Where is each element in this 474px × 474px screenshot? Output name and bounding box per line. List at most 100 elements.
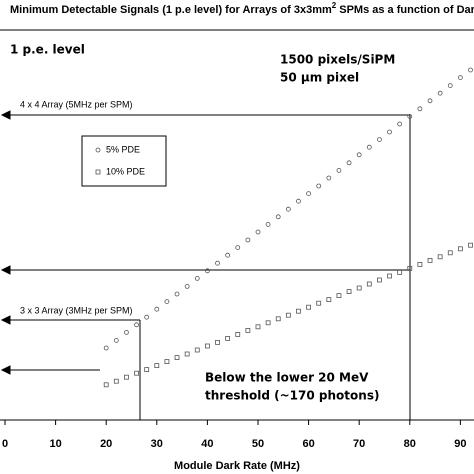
legend-label: 10% PDE bbox=[106, 166, 145, 176]
annotation: 3 x 3 Array (3MHz per SPM) bbox=[20, 305, 133, 315]
data-point bbox=[154, 363, 160, 369]
annotation: 1500 pixels/SiPM bbox=[280, 53, 395, 67]
title-text-end: SPMs as a function of Dark R bbox=[336, 4, 474, 16]
data-point bbox=[124, 374, 129, 380]
data-point bbox=[215, 260, 220, 266]
data-point bbox=[144, 367, 150, 373]
data-point bbox=[184, 283, 190, 289]
annotation: 50 µm pixel bbox=[280, 71, 359, 85]
data-point bbox=[306, 191, 311, 197]
data-point bbox=[174, 355, 180, 361]
data-point bbox=[316, 183, 322, 189]
data-point bbox=[417, 261, 423, 267]
data-point bbox=[134, 322, 139, 328]
data-point bbox=[144, 314, 150, 320]
data-point bbox=[113, 378, 119, 384]
data-point bbox=[377, 137, 382, 143]
data-point bbox=[164, 299, 170, 305]
data-point bbox=[366, 144, 372, 150]
x-tick-label: 90 bbox=[454, 438, 466, 450]
annotation: 1 p.e. level bbox=[10, 43, 85, 57]
data-point bbox=[174, 291, 180, 297]
x-tick-label: 70 bbox=[353, 438, 365, 450]
data-point bbox=[194, 347, 200, 353]
arrow-head bbox=[0, 365, 11, 375]
data-point bbox=[245, 237, 251, 243]
x-tick-label: 0 bbox=[2, 438, 8, 450]
x-tick-label: 60 bbox=[302, 438, 314, 450]
data-point bbox=[275, 214, 281, 220]
data-point bbox=[103, 382, 109, 388]
data-point bbox=[296, 198, 301, 204]
data-point bbox=[255, 229, 261, 235]
legend-marker bbox=[95, 147, 101, 153]
data-point bbox=[437, 254, 443, 260]
x-tick-label: 80 bbox=[404, 438, 416, 450]
data-point bbox=[265, 320, 271, 326]
data-point bbox=[316, 300, 322, 306]
data-point bbox=[113, 337, 119, 343]
guides bbox=[0, 110, 411, 420]
data-point bbox=[194, 275, 200, 281]
data-point bbox=[346, 289, 352, 295]
data-point bbox=[387, 129, 392, 135]
data-point bbox=[407, 114, 413, 119]
data-point bbox=[468, 67, 473, 73]
data-point bbox=[447, 250, 453, 256]
data-point bbox=[346, 160, 352, 166]
x-tick-label: 20 bbox=[100, 438, 112, 450]
data-point bbox=[184, 351, 190, 357]
data-point bbox=[154, 306, 160, 312]
data-point bbox=[204, 268, 210, 274]
data-point bbox=[306, 304, 311, 310]
data-point bbox=[457, 75, 463, 80]
data-point bbox=[326, 297, 332, 303]
arrow-head bbox=[0, 265, 11, 275]
annotation: Below the lower 20 MeV bbox=[205, 371, 369, 385]
title-text: Minimum Detectable Signals (1 p.e level)… bbox=[10, 4, 332, 16]
data-point bbox=[134, 370, 139, 376]
legend-marker bbox=[95, 169, 101, 175]
legend-label: 5% PDE bbox=[106, 144, 140, 154]
data-point bbox=[427, 257, 433, 263]
data-point bbox=[468, 242, 473, 248]
data-point bbox=[245, 327, 251, 333]
data-point bbox=[356, 285, 362, 291]
annotation: threshold (~170 photons) bbox=[205, 389, 379, 403]
data-point bbox=[397, 269, 403, 275]
data-point bbox=[225, 335, 231, 341]
x-tick-label: 30 bbox=[151, 438, 163, 450]
data-point bbox=[407, 265, 413, 271]
data-point bbox=[164, 359, 170, 365]
data-point bbox=[204, 343, 210, 349]
data-point bbox=[285, 206, 291, 212]
data-point bbox=[377, 277, 382, 283]
x-tick-label: 10 bbox=[49, 438, 61, 450]
data-point bbox=[215, 339, 220, 345]
data-point bbox=[427, 98, 433, 104]
annotation: 4 x 4 Array (5MHz per SPM) bbox=[20, 99, 133, 109]
data-point bbox=[387, 273, 392, 279]
data-point bbox=[356, 152, 362, 158]
arrow-head bbox=[0, 110, 11, 120]
data-point bbox=[285, 312, 291, 318]
data-point bbox=[417, 106, 423, 112]
x-tick-label: 40 bbox=[201, 438, 213, 450]
data-point bbox=[336, 167, 342, 173]
data-point bbox=[397, 121, 403, 127]
arrow-head bbox=[0, 315, 11, 325]
data-point bbox=[265, 221, 271, 227]
data-point bbox=[296, 308, 301, 314]
title-superscript: 2 bbox=[332, 1, 337, 10]
chart-title: Minimum Detectable Signals (1 p.e level)… bbox=[10, 1, 474, 16]
data-point bbox=[124, 329, 129, 335]
data-point bbox=[437, 90, 443, 96]
data-point bbox=[225, 252, 231, 258]
data-point bbox=[447, 83, 453, 88]
data-point bbox=[235, 331, 241, 337]
data-point bbox=[336, 293, 342, 299]
data-point bbox=[103, 345, 109, 351]
x-axis-label: Module Dark Rate (MHz) bbox=[174, 460, 300, 472]
data-point bbox=[366, 281, 372, 287]
